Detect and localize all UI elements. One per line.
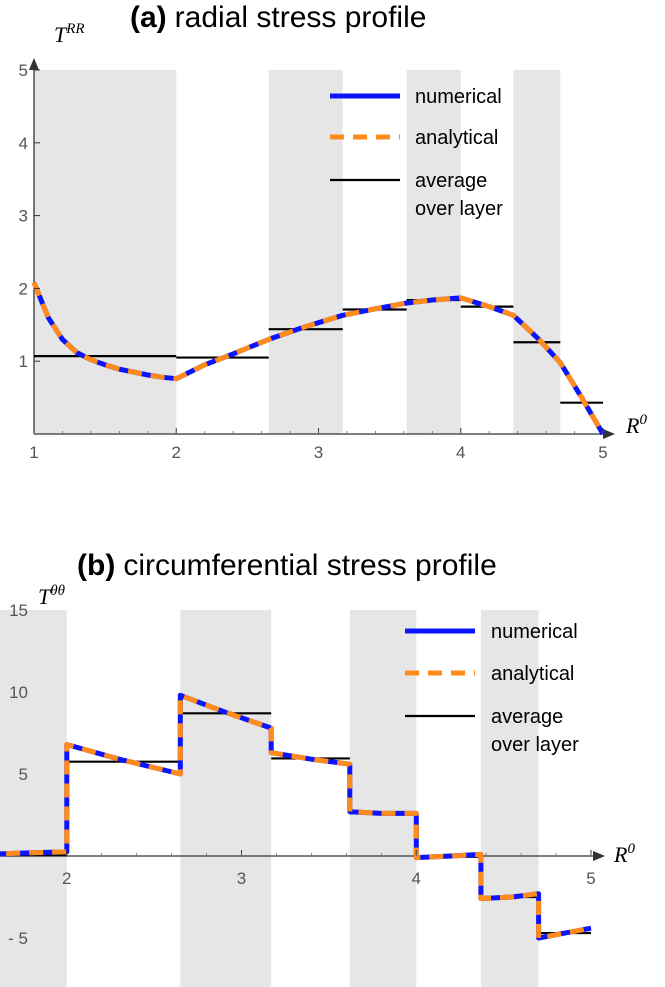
y-tick-label: 5 (19, 61, 28, 80)
panel-a-xlabel: R0 (625, 412, 647, 438)
shaded-layer (268, 70, 343, 434)
legend-analytical-label: analytical (491, 663, 574, 685)
panel-b-xlabel: R0 (613, 841, 635, 867)
panel-a-title: (a) radial stress profile (130, 1, 426, 34)
x-axis-arrow (593, 851, 605, 861)
y-tick-label: 15 (9, 601, 28, 620)
y-tick-label: 3 (19, 207, 28, 226)
shaded-layer (180, 610, 272, 987)
x-tick-label: 2 (62, 869, 71, 888)
panel-a-legend: numerical analytical average over layer (330, 86, 503, 220)
legend-average-label-2: over layer (415, 198, 503, 220)
x-axis-arrow (603, 429, 615, 439)
y-tick-label: 5 (19, 765, 28, 784)
series-line-analytical (0, 692, 592, 941)
legend-average-label-1: average (491, 706, 563, 728)
shaded-layer (513, 70, 561, 434)
legend-numerical-label: numerical (491, 621, 578, 643)
legend-numerical-label: numerical (415, 86, 502, 108)
panel-b-legend: numerical analytical average over layer (405, 621, 579, 756)
shaded-layer (0, 610, 67, 987)
y-tick-label: 1 (19, 352, 28, 371)
shaded-layer (480, 610, 539, 987)
x-tick-label: 4 (456, 443, 465, 462)
x-tick-label: 4 (412, 869, 421, 888)
shaded-layer (406, 70, 461, 434)
panel-b-ylabel: Tθθ (38, 583, 66, 609)
legend-average-label-2: over layer (491, 734, 579, 756)
y-tick-label: 10 (9, 683, 28, 702)
y-axis-arrow (29, 58, 39, 70)
x-tick-label: 3 (237, 869, 246, 888)
x-tick-label: 2 (172, 443, 181, 462)
x-tick-label: 5 (586, 869, 595, 888)
y-tick-label: - 5 (8, 929, 28, 948)
panel-a-ylabel: TRR (54, 21, 85, 47)
legend-analytical-label: analytical (415, 127, 498, 149)
shaded-layer (349, 610, 417, 987)
y-tick-label: 2 (19, 279, 28, 298)
y-tick-label: 4 (19, 134, 28, 153)
x-tick-label: 3 (314, 443, 323, 462)
legend-average-label-1: average (415, 170, 487, 192)
series-line-analytical (31, 281, 606, 436)
panel-b-circumferential: (b) circumferential stress profile 2 3 4 5 - … (0, 549, 635, 987)
panel-b-title: (b) circumferential stress profile (77, 549, 497, 582)
x-tick-label: 1 (29, 443, 38, 462)
shaded-layer (34, 70, 177, 434)
x-tick-label: 5 (598, 443, 607, 462)
